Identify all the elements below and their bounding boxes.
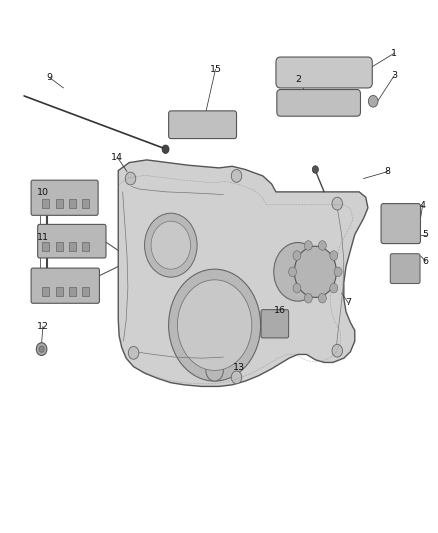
Bar [56, 199, 63, 208]
Text: 14: 14 [111, 153, 124, 161]
Circle shape [145, 213, 197, 277]
Bar [56, 242, 63, 251]
Circle shape [294, 246, 336, 297]
Circle shape [151, 221, 191, 269]
Polygon shape [118, 160, 368, 386]
Circle shape [177, 280, 252, 370]
Circle shape [368, 95, 378, 107]
Bar [82, 287, 89, 296]
Bar [42, 287, 49, 296]
FancyBboxPatch shape [38, 224, 106, 258]
Circle shape [289, 267, 297, 277]
Text: 6: 6 [423, 257, 429, 265]
Text: 3: 3 [391, 71, 397, 80]
Bar [56, 287, 63, 296]
Circle shape [312, 166, 318, 173]
Text: 11: 11 [37, 233, 49, 241]
Circle shape [128, 346, 139, 359]
Text: 10: 10 [37, 189, 49, 197]
Circle shape [274, 243, 322, 301]
Circle shape [304, 293, 312, 303]
Circle shape [231, 169, 242, 182]
Bar [42, 242, 49, 251]
FancyBboxPatch shape [381, 204, 420, 244]
Circle shape [330, 251, 338, 260]
Circle shape [304, 241, 312, 251]
Text: 12: 12 [37, 322, 49, 330]
Circle shape [36, 343, 47, 356]
FancyBboxPatch shape [390, 254, 420, 284]
Bar [42, 199, 49, 208]
Text: 15: 15 [209, 65, 222, 74]
Text: 4: 4 [420, 201, 426, 209]
Circle shape [231, 371, 242, 384]
Text: 13: 13 [233, 364, 245, 372]
Bar [82, 199, 89, 208]
Text: 5: 5 [423, 230, 429, 239]
Bar [69, 287, 76, 296]
Bar [82, 242, 89, 251]
FancyBboxPatch shape [261, 310, 289, 338]
Circle shape [334, 267, 342, 277]
Circle shape [293, 251, 301, 260]
Circle shape [39, 346, 44, 352]
Circle shape [169, 269, 261, 381]
FancyBboxPatch shape [31, 268, 99, 303]
FancyBboxPatch shape [169, 111, 237, 139]
Circle shape [293, 284, 301, 293]
Text: 9: 9 [46, 73, 52, 82]
Circle shape [332, 197, 343, 210]
FancyBboxPatch shape [276, 57, 372, 88]
Text: 7: 7 [345, 298, 351, 307]
Circle shape [332, 344, 343, 357]
Text: 8: 8 [385, 167, 391, 176]
FancyBboxPatch shape [277, 90, 360, 116]
Text: 2: 2 [295, 76, 301, 84]
FancyBboxPatch shape [31, 180, 98, 215]
Circle shape [318, 293, 326, 303]
Circle shape [206, 360, 223, 381]
Circle shape [162, 145, 169, 154]
Text: 16: 16 [274, 306, 286, 314]
Text: 1: 1 [391, 49, 397, 58]
Bar [69, 199, 76, 208]
Circle shape [318, 241, 326, 251]
Bar [69, 242, 76, 251]
Circle shape [330, 284, 338, 293]
Circle shape [125, 172, 136, 185]
